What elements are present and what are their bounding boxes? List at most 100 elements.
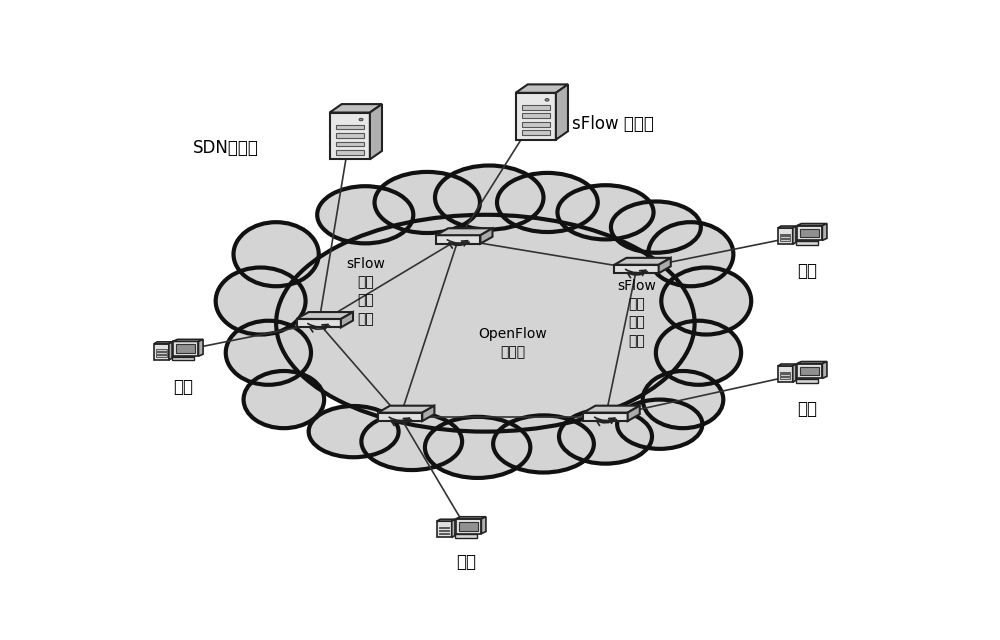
Polygon shape <box>437 519 455 521</box>
Polygon shape <box>330 113 370 159</box>
Polygon shape <box>796 376 822 379</box>
Ellipse shape <box>643 371 723 428</box>
Polygon shape <box>436 235 480 244</box>
Circle shape <box>359 118 363 121</box>
Polygon shape <box>456 519 481 534</box>
Text: sFlow 采集器: sFlow 采集器 <box>572 115 654 132</box>
Ellipse shape <box>276 215 695 431</box>
Polygon shape <box>797 223 827 226</box>
Circle shape <box>545 99 549 101</box>
Polygon shape <box>780 378 790 379</box>
Polygon shape <box>614 265 659 273</box>
Polygon shape <box>455 534 477 538</box>
Ellipse shape <box>244 371 324 428</box>
Text: sFlow
测量
代理
模块: sFlow 测量 代理 模块 <box>617 279 656 348</box>
Polygon shape <box>176 344 195 353</box>
Polygon shape <box>456 516 486 519</box>
Polygon shape <box>780 374 790 376</box>
Polygon shape <box>628 406 640 421</box>
Polygon shape <box>439 532 449 534</box>
Text: 主机: 主机 <box>173 378 193 396</box>
Ellipse shape <box>497 173 598 232</box>
Polygon shape <box>172 354 198 357</box>
Polygon shape <box>198 339 203 356</box>
Text: 主机: 主机 <box>797 401 817 419</box>
Polygon shape <box>797 226 822 241</box>
Polygon shape <box>156 355 167 357</box>
Polygon shape <box>172 357 194 360</box>
Polygon shape <box>378 413 422 421</box>
Ellipse shape <box>375 172 480 233</box>
Polygon shape <box>780 371 790 373</box>
Ellipse shape <box>435 166 544 230</box>
Polygon shape <box>156 352 167 354</box>
Polygon shape <box>156 349 167 351</box>
Ellipse shape <box>611 202 701 253</box>
Polygon shape <box>583 406 640 413</box>
Polygon shape <box>780 234 790 235</box>
Polygon shape <box>439 530 449 531</box>
Text: 主机: 主机 <box>456 553 476 572</box>
Polygon shape <box>778 226 796 228</box>
Polygon shape <box>370 104 382 159</box>
Polygon shape <box>173 339 203 341</box>
Polygon shape <box>459 522 478 531</box>
Polygon shape <box>797 364 822 378</box>
Ellipse shape <box>361 413 462 470</box>
Polygon shape <box>614 258 671 265</box>
Polygon shape <box>780 236 790 238</box>
Polygon shape <box>778 228 793 244</box>
Polygon shape <box>452 519 455 538</box>
Polygon shape <box>556 84 568 140</box>
Polygon shape <box>437 521 452 538</box>
Polygon shape <box>330 104 382 113</box>
Polygon shape <box>659 258 671 273</box>
Polygon shape <box>336 125 364 129</box>
Polygon shape <box>422 406 434 421</box>
Polygon shape <box>796 379 818 383</box>
Polygon shape <box>173 341 198 356</box>
Ellipse shape <box>493 415 594 472</box>
Polygon shape <box>800 228 819 237</box>
Polygon shape <box>480 228 493 244</box>
Ellipse shape <box>557 185 654 239</box>
Polygon shape <box>583 413 628 421</box>
Text: 主机: 主机 <box>797 262 817 280</box>
Ellipse shape <box>216 268 306 335</box>
Polygon shape <box>169 342 172 360</box>
Polygon shape <box>341 312 353 328</box>
Polygon shape <box>793 364 796 382</box>
Ellipse shape <box>309 406 399 457</box>
Polygon shape <box>522 131 550 135</box>
Polygon shape <box>516 93 556 140</box>
Polygon shape <box>797 362 827 364</box>
Ellipse shape <box>234 222 319 286</box>
Ellipse shape <box>656 321 741 385</box>
Polygon shape <box>154 344 169 360</box>
Polygon shape <box>822 362 827 378</box>
Polygon shape <box>796 238 822 241</box>
Polygon shape <box>778 366 793 382</box>
Text: SDN控制器: SDN控制器 <box>193 140 259 157</box>
Ellipse shape <box>661 268 751 335</box>
Polygon shape <box>297 312 353 319</box>
Ellipse shape <box>617 399 702 449</box>
Polygon shape <box>800 367 819 376</box>
Polygon shape <box>780 239 790 241</box>
Polygon shape <box>336 141 364 146</box>
Polygon shape <box>522 113 550 118</box>
Polygon shape <box>793 226 796 244</box>
Polygon shape <box>154 342 172 344</box>
Polygon shape <box>436 228 493 235</box>
Polygon shape <box>522 105 550 109</box>
Text: OpenFlow
交换机: OpenFlow 交换机 <box>478 326 547 359</box>
Ellipse shape <box>317 186 413 243</box>
Ellipse shape <box>648 222 733 286</box>
Polygon shape <box>297 319 341 328</box>
Polygon shape <box>336 150 364 155</box>
Polygon shape <box>481 516 486 534</box>
Polygon shape <box>778 364 796 366</box>
Polygon shape <box>455 531 481 534</box>
Polygon shape <box>796 241 818 244</box>
Ellipse shape <box>425 417 530 478</box>
